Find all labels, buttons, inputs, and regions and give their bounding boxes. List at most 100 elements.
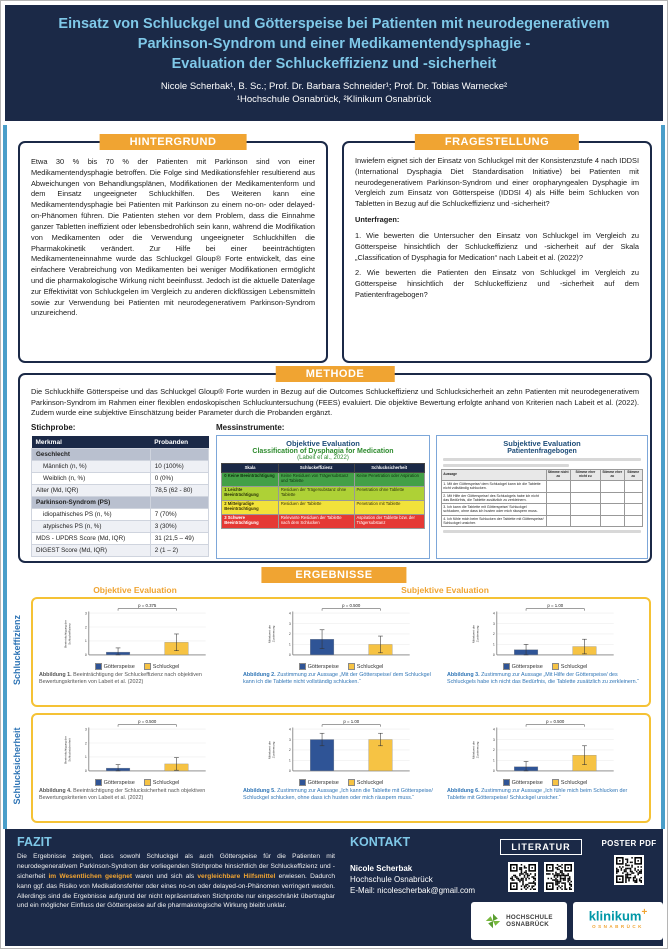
legend-swatch [298,779,306,786]
poster-pdf-title: POSTER PDF [601,839,657,848]
legend-swatch [502,779,510,786]
panel-title: Objektive Evaluation [286,439,360,448]
table-row: idiopathisches PS (n, %) 7 (70%) [31,508,210,521]
fazit-highlight: vergleichbare Hilfsmittel [197,872,276,880]
svg-text:2: 2 [289,632,291,636]
bar-chart: 0 1 2 3 4 p = 0.500 Mittelwert der Zustimmung [267,603,410,657]
messinstrumente-label: Messinstrumente: [216,423,285,432]
klinikum-sub-text: OSNABRÜCK [592,924,644,930]
svg-text:3: 3 [289,622,291,626]
legend-swatch [551,779,559,786]
table-row: Alter (Md, IQR) 78,5 (62 - 80) [31,484,210,497]
chart-legend: Götterspeise Schluckgel [298,779,383,786]
kontakt-title: KONTAKT [350,835,411,849]
svg-text:0: 0 [85,769,87,773]
svg-text:1: 1 [289,643,291,647]
authors: Nicole Scherbak¹, B. Sc.; Prof. Dr. Barb… [160,81,508,92]
hochschule-line-2: OSNABRÜCK [506,921,550,928]
svg-text:p = 0.500: p = 0.500 [138,719,157,724]
objektive-evaluation-panel: Objektive Evaluation Classification of D… [216,435,430,559]
literatur-title: LITERATUR [500,839,582,855]
klinikum-logo: klinikum+ OSNABRÜCK [573,902,663,940]
fazit-text: Die Ergebnisse zeigen, dass sowohl Schlu… [17,852,335,911]
badge-fragestellung: FRAGESTELLUNG [414,134,580,150]
badge-hintergrund: HINTERGRUND [99,134,247,150]
legend-swatch [502,663,510,670]
poster-pdf-section: POSTER PDF [595,839,663,885]
legend-item: Götterspeise [502,779,543,786]
klinikum-plus-icon: + [641,907,648,918]
badge-ergebnisse: ERGEBNISSE [261,567,407,583]
svg-text:2: 2 [289,748,291,752]
section-methode: METHODE Die Schluckhilfe Götterspeise un… [18,366,652,563]
legend-item: Götterspeise [94,663,135,670]
subjektive-evaluation-panel: Subjektive Evaluation Patientenfrageboge… [436,435,648,559]
svg-text:p = 1.00: p = 1.00 [547,603,563,608]
col-label-objektiv: Objektive Evaluation [93,585,177,595]
svg-text:Mittelwert der: Mittelwert der [267,625,271,643]
fazit-section: FAZIT Die Ergebnisse zeigen, dass sowohl… [17,835,335,911]
chart-legend: Götterspeise Schluckgel [502,663,587,670]
legend-item: Götterspeise [94,779,135,786]
fazit-title: FAZIT [17,835,52,849]
bar-chart: 0 1 2 3 p = 0.500 Beeinträchtigung der Schluck… [63,719,206,773]
svg-text:Mittelwert der: Mittelwert der [471,625,475,643]
hintergrund-text: Etwa 30 % bis 70 % der Patienten mit Par… [31,157,315,318]
svg-text:2: 2 [493,748,495,752]
svg-text:3: 3 [493,622,495,626]
title-line-2: Parkinson-Syndrom und einer Medikamenten… [137,36,531,52]
email-link[interactable]: E-Mail: nicolescherbak@gmail.com [350,886,476,895]
legend-item: Schluckgel [143,779,179,786]
table-row: Männlich (n, %) 10 (100%) [31,460,210,473]
svg-text:2: 2 [85,741,87,745]
svg-text:p = 0.375: p = 0.375 [138,603,157,608]
table-row: Parkinson-Syndrom (PS) [31,496,210,509]
svg-text:1: 1 [493,759,495,763]
poster-pdf-qr [614,855,644,885]
contact-name: Nicole Scherbak [350,864,413,873]
svg-text:1: 1 [85,755,87,759]
legend-swatch [143,663,151,670]
legend-item: Schluckgel [347,779,383,786]
fazit-part: erwiesen. Dadurch kann ggf. das Risiko v… [17,872,335,910]
svg-text:Zustimmung: Zustimmung [271,625,275,642]
panel-title: Subjektive Evaluation [503,439,581,448]
chart-legend: Götterspeise Schluckgel [94,779,179,786]
chart-fig5: 0 1 2 3 4 p = 1.00 Mittelwert der Zustimmung Gö… [239,718,443,818]
fazit-part: waren und sich als [132,872,198,880]
section-fragestellung: FRAGESTELLUNG Inwiefern eignet sich der … [342,134,652,363]
kontakt-section: KONTAKT Nicole Scherbak Hochschule Osnab… [350,835,492,895]
klinikum-logo-text: klinikum+ [573,907,663,923]
unterfrage-2: 2. Wie bewerten die Patienten den Einsat… [355,268,639,299]
row-label-schluckeffizienz: Schluckeffizienz [12,614,22,686]
title-line-3: Evaluation der Schluckeffizienz und -sic… [171,56,497,72]
figure-caption: Abbildung 6. Zustimmung zur Aussage „Ich… [447,788,628,802]
legend-item: Schluckgel [551,663,587,670]
svg-text:0: 0 [85,653,87,657]
fragebogen-table: Aussage Stimme nicht zu Stimme eher nicht … [441,469,643,528]
svg-text:p = 0.500: p = 0.500 [546,719,565,724]
legend-item: Götterspeise [502,663,543,670]
literatur-qr-group [497,862,585,892]
svg-text:3: 3 [493,738,495,742]
figure-caption: Abbildung 2. Zustimmung zur Aussage „Mit… [243,672,431,686]
svg-text:p = 1.00: p = 1.00 [343,719,359,724]
svg-text:Schluckeffizienz: Schluckeffizienz [67,623,71,645]
fragestellung-intro: Inwiefern eignet sich der Einsatz von Sc… [355,156,639,209]
bar-chart: 0 1 2 3 p = 0.375 Beeinträchtigung der Schluck… [63,603,206,657]
svg-text:2: 2 [493,632,495,636]
svg-text:1: 1 [289,759,291,763]
table-row: Geschlecht [31,448,210,461]
section-hintergrund: HINTERGRUND Etwa 30 % bis 70 % der Patie… [18,134,328,363]
header: Einsatz von Schluckgel und Götterspeise … [5,5,663,121]
svg-text:1: 1 [493,643,495,647]
legend-swatch [143,779,151,786]
badge-methode: METHODE [275,366,395,382]
literatur-qr-2 [544,862,574,892]
figure-caption: Abbildung 1. Beeinträchtigung der Schluc… [39,672,202,686]
svg-text:p = 0.500: p = 0.500 [342,603,361,608]
svg-text:Schlucksicherheit: Schlucksicherheit [67,738,71,762]
